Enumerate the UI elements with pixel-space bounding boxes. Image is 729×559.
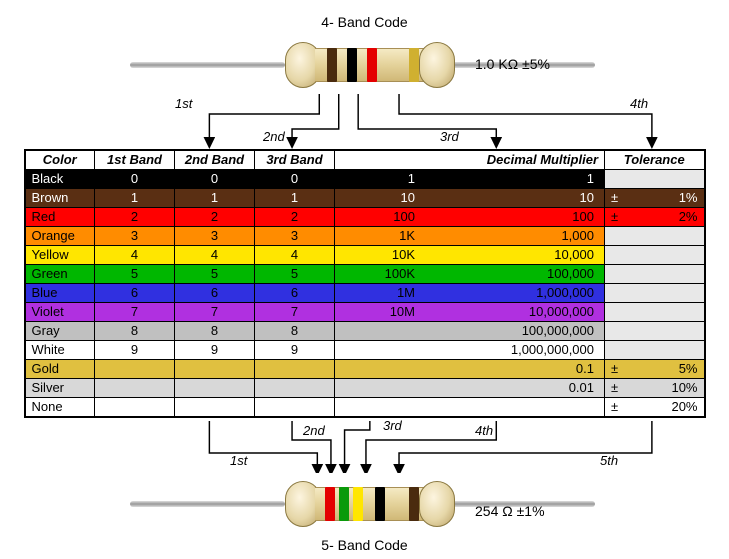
row-violet: Violet77710M10,000,000 <box>25 303 705 322</box>
band <box>327 48 337 82</box>
lbl-b5: 5th <box>600 453 618 468</box>
row-brown: Brown1111010±1% <box>25 189 705 208</box>
value-4band: 1.0 KΩ ±5% <box>475 56 550 72</box>
arrows-bottom: 1st 2nd 3rd 4th 5th <box>10 418 719 473</box>
lbl-2nd: 2nd <box>263 129 285 144</box>
lbl-b1: 1st <box>230 453 247 468</box>
wire-left-b <box>130 501 285 507</box>
arrows-top: 1st 2nd 3rd 4th <box>10 94 719 149</box>
row-blue: Blue6661M1,000,000 <box>25 284 705 303</box>
row-gold: Gold0.1±5% <box>25 360 705 379</box>
color-code-table: Color1st Band2nd Band3rd BandDecimal Mul… <box>24 149 706 418</box>
lbl-b3: 3rd <box>383 418 402 433</box>
lbl-b2: 2nd <box>303 423 325 438</box>
title-4band: 4- Band Code <box>10 14 719 30</box>
lbl-b4: 4th <box>475 423 493 438</box>
band <box>347 48 357 82</box>
row-none: None±20% <box>25 398 705 418</box>
resistor-body-top <box>285 42 455 88</box>
th-5: Tolerance <box>605 150 705 170</box>
band <box>339 487 349 521</box>
row-yellow: Yellow44410K10,000 <box>25 246 705 265</box>
resistor-body-bottom <box>285 481 455 527</box>
lbl-4th: 4th <box>630 96 648 111</box>
th-1: 1st Band <box>95 150 175 170</box>
th-2: 2nd Band <box>175 150 255 170</box>
row-black: Black00011 <box>25 170 705 189</box>
band <box>409 487 419 521</box>
band <box>353 487 363 521</box>
resistor-5band: 254 Ω ±1% <box>10 473 719 533</box>
value-5band: 254 Ω ±1% <box>475 503 545 519</box>
wire-left <box>130 62 285 68</box>
resistor-4band: 1.0 KΩ ±5% <box>10 34 719 94</box>
band <box>409 48 419 82</box>
title-5band: 5- Band Code <box>10 537 719 553</box>
row-red: Red222100100±2% <box>25 208 705 227</box>
row-green: Green555100K100,000 <box>25 265 705 284</box>
th-3: 3rd Band <box>255 150 335 170</box>
row-orange: Orange3331K1,000 <box>25 227 705 246</box>
row-silver: Silver0.01±10% <box>25 379 705 398</box>
band <box>367 48 377 82</box>
lbl-3rd: 3rd <box>440 129 459 144</box>
th-0: Color <box>25 150 95 170</box>
band <box>375 487 385 521</box>
th-4: Decimal Multiplier <box>335 150 605 170</box>
band <box>325 487 335 521</box>
row-white: White9991,000,000,000 <box>25 341 705 360</box>
row-gray: Gray888100,000,000 <box>25 322 705 341</box>
lbl-1st: 1st <box>175 96 192 111</box>
